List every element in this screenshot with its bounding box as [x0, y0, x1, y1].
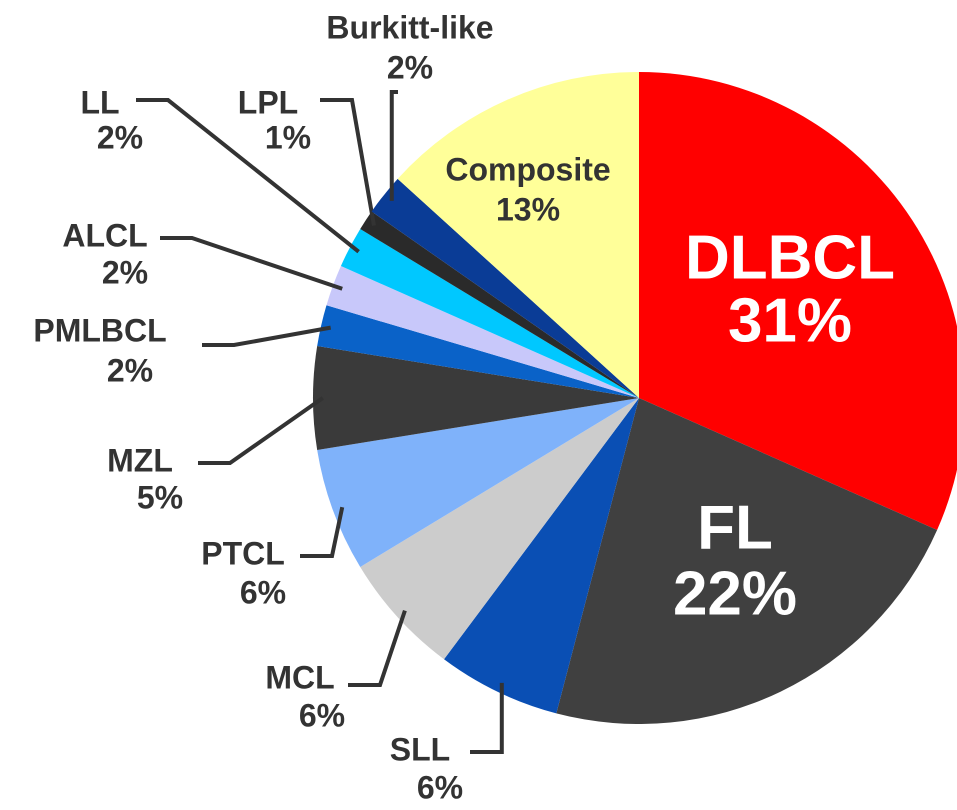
slice-label: LL	[80, 84, 119, 120]
leader-line	[348, 609, 407, 687]
pie-slice	[360, 211, 639, 398]
pie-slice	[371, 178, 639, 398]
leader-line	[300, 506, 345, 558]
slice-value-label: 2%	[97, 119, 143, 155]
pie-slice	[317, 305, 639, 398]
slice-value-label: 2%	[387, 49, 433, 85]
leader-line	[136, 98, 360, 254]
leader-line	[470, 682, 504, 754]
slice-label: ALCL	[62, 217, 147, 253]
slice-label: DLBCL	[685, 223, 895, 292]
leader-line	[320, 98, 376, 226]
slice-label: Composite	[445, 151, 610, 187]
slice-label: FL	[697, 493, 773, 562]
slice-value-label: 31%	[728, 286, 852, 355]
leader-line	[160, 236, 343, 291]
slice-value-label: 22%	[673, 559, 797, 628]
slice-label: MZL	[107, 442, 173, 478]
slice-label: PMLBCL	[33, 312, 166, 348]
slice-label: PTCL	[201, 535, 285, 571]
slice-value-label: 6%	[240, 574, 286, 610]
pie-slice	[444, 398, 639, 714]
pie-slice	[340, 229, 639, 398]
pie-slice	[556, 398, 938, 724]
pie-slice	[397, 72, 639, 398]
slice-value-label: 2%	[102, 254, 148, 290]
pie-slice	[317, 398, 639, 567]
leader-line	[389, 90, 398, 201]
leader-line	[202, 325, 332, 347]
slice-label: LPL	[238, 84, 298, 120]
slice-value-label: 6%	[417, 769, 463, 805]
slice-value-label: 1%	[265, 119, 311, 155]
slice-value-label: 2%	[107, 352, 153, 388]
pie-slice	[326, 266, 639, 398]
pie-slice	[313, 345, 639, 451]
slice-label: Burkitt-like	[326, 9, 493, 45]
pie-slice	[639, 72, 957, 530]
slice-value-label: 5%	[137, 479, 183, 515]
slice-label: MCL	[265, 659, 334, 695]
leader-line	[198, 396, 324, 465]
slice-label: SLL	[390, 731, 450, 767]
pie-slice	[360, 398, 639, 660]
slice-value-label: 13%	[496, 191, 560, 227]
slice-value-label: 6%	[299, 697, 345, 733]
